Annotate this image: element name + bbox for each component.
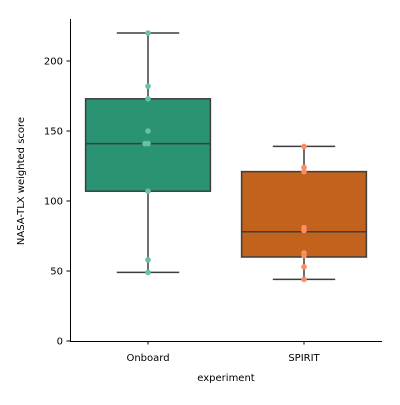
data-point <box>301 227 307 234</box>
x-tick-label: Onboard <box>126 353 169 364</box>
data-point <box>301 143 307 150</box>
axes: 0 50 100 150 200 Onboard SPIRIT <box>44 19 382 364</box>
box-spirit <box>240 143 368 283</box>
plot-area <box>84 30 368 283</box>
data-point <box>145 128 151 134</box>
data-point <box>301 168 307 175</box>
iqr-box <box>240 170 368 258</box>
data-point <box>301 276 307 283</box>
y-axis-label: NASA-TLX weighted score <box>16 117 27 245</box>
y-tick-label: 200 <box>44 57 63 68</box>
y-tick-label: 100 <box>44 197 63 208</box>
data-point <box>301 264 307 270</box>
data-point <box>145 96 151 102</box>
data-point <box>145 83 151 89</box>
x-tick-label: SPIRIT <box>288 353 320 364</box>
data-point <box>301 164 307 171</box>
data-point <box>301 252 307 259</box>
y-tick-label: 150 <box>44 127 63 138</box>
y-tick-label: 0 <box>57 337 63 348</box>
data-point <box>145 30 151 36</box>
data-point <box>142 140 148 147</box>
data-point <box>145 188 151 194</box>
y-tick-label: 50 <box>50 267 63 278</box>
data-point <box>145 269 151 276</box>
box-onboard <box>84 30 212 276</box>
x-axis-label: experiment <box>197 373 255 384</box>
data-point <box>145 257 151 263</box>
